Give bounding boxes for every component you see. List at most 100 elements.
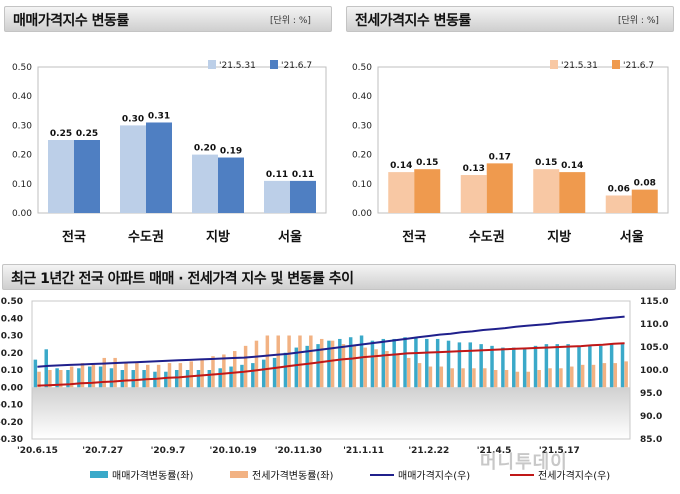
trend-jeonse-rate-bar [265,335,270,388]
trend-yright-tick-label: 90.0 [640,412,662,422]
trend-sale-rate-bar [425,338,429,388]
trend-xtick-label: '20.10.19 [210,446,257,456]
trend-panel: 최근 1년간 전국 아파트 매매 · 전세가격 지수 및 변동률 추이 0.50… [0,262,680,494]
trend-jeonse-rate-bar [439,366,444,388]
sale-bar [120,125,146,213]
jeonse-ytick-label: 0.10 [352,180,372,190]
trend-yleft-tick-label: -0.20 [0,418,23,428]
jeonse-legend-label: '21.5.31 [561,61,598,71]
trend-sale-rate-bar [33,359,38,388]
trend-sale-rate-bar [66,370,70,388]
trend-sale-rate-bar [512,347,516,388]
trend-sale-rate-bar [109,368,114,388]
trend-jeonse-rate-bar [602,363,607,388]
trend-jeonse-rate-bar [309,335,313,388]
trend-sale-rate-bar [87,366,92,388]
trend-jeonse-rate-bar [374,349,378,388]
trend-xtick-label: '20.9.7 [151,446,186,456]
trend-sale-rate-bar [468,342,473,388]
trend-sale-rate-bar [599,345,603,388]
sale-value-label: 0.19 [220,147,242,157]
trend-jeonse-rate-bar [406,357,411,388]
trend-jeonse-rate-bar [472,368,476,388]
trend-jeonse-rate-bar [385,351,389,388]
trend-sale-rate-bar [164,371,168,388]
trend-sale-rate-bar [414,337,418,388]
trend-sale-rate-bar [370,340,375,388]
legend-label-sale-rate: 매매가격변동률(좌) [112,471,194,482]
trend-panel-title: 최근 1년간 전국 아파트 매매 · 전세가격 지수 및 변동률 추이 [11,271,354,287]
sale-legend-label: '21.6.7 [281,61,312,71]
watermark-logo: 머니투데이 [480,452,568,473]
jeonse-category-label: 전국 [402,229,426,245]
trend-jeonse-rate-bar [146,364,150,388]
trend-jeonse-rate-bar [559,368,563,388]
trend-jeonse-rate-bar [363,347,367,388]
trend-yright-tick-label: 85.0 [640,435,662,445]
jeonse-legend-swatch [612,60,620,69]
trend-yleft-tick-label: 0.30 [1,332,23,342]
legend-swatch-sale-rate [90,471,108,478]
trend-jeonse-rate-bar [91,364,96,388]
jeonse-ytick-label: 0.00 [352,209,372,219]
jeonse-panel-title-bar: 전세가격지수 변동률 [346,6,674,32]
trend-sale-rate-bar [435,338,440,388]
trend-sale-rate-bar [240,364,244,388]
trend-sale-rate-bar [283,352,288,388]
trend-jeonse-rate-bar [515,371,520,388]
trend-sale-rate-bar [544,344,549,388]
sale-ytick-label: 0.30 [12,121,32,131]
trend-jeonse-rate-bar [59,370,63,388]
jeonse-category-label: 서울 [620,229,644,245]
trend-jeonse-rate-bar [156,364,161,388]
jeonse-bar-chart: 0.00 0.10 0.20 0.30 0.40 0.50 0.14 0.15 전국 0.13 0.… [352,60,669,245]
jeonse-bar [605,195,632,213]
trend-yleft-tick-label: 0.00 [1,383,23,393]
sale-value-label: 0.31 [148,111,170,121]
trend-sale-rate-bar [522,347,527,388]
trend-xtick-label: '21.4.5 [477,446,512,456]
trend-yleft-tick-label: 0.20 [1,349,23,359]
jeonse-legend-label: '21.6.7 [623,61,654,71]
trend-legend: 매매가격변동률(좌) 전세가격변동률(좌) 매매가격지수(우) 전세가격지수(우… [90,467,650,487]
legend-line-jeonse-index [510,473,534,476]
trend-jeonse-rate-bar [80,363,85,388]
trend-xtick-label: '20.6.15 [17,446,58,456]
legend-label-jeonse-index: 전세가격지수(우) [538,471,611,482]
legend-label-sale-index: 매매가격지수(우) [398,471,471,482]
legend-swatch-jeonse-rate [230,471,248,478]
trend-jeonse-rate-bar [232,351,237,388]
trend-jeonse-rate-bar [570,366,574,388]
jeonse-panel-title: 전세가격지수 변동률 [355,13,471,29]
sale-unit-label: [단위 : %] [270,16,311,26]
jeonse-ytick-label: 0.20 [352,151,372,161]
trend-plot-lower [32,387,630,439]
sale-bar-chart: 0.00 0.10 0.20 0.30 0.40 0.50 0.25 0.25 전국 0.30 0.… [12,60,327,245]
jeonse-ytick-label: 0.40 [352,92,372,102]
trend-jeonse-rate-bar [287,335,291,388]
trend-yright-tick-label: 115.0 [640,297,668,307]
trend-sale-rate-bar [251,363,255,388]
trend-plot-frame [31,300,631,440]
trend-jeonse-rate-bar [135,363,139,388]
trend-jeonse-rate-bar [352,345,357,388]
jeonse-value-label: 0.13 [463,164,485,174]
legend-item-sale-index: 매매가격지수(우) [370,467,470,482]
trend-jeonse-rate-bar [298,335,302,388]
trend-sale-rate-bar [327,340,331,388]
trend-yleft-tick-label: -0.30 [0,435,23,445]
trend-jeonse-rate-bar [276,335,280,388]
sale-value-label: 0.11 [292,170,314,180]
sale-bar [74,140,100,213]
trend-yright-tick-label: 105.0 [640,343,668,353]
trend-yright-tick-label: 100.0 [640,366,668,376]
trend-jeonse-rate-bar [341,344,346,388]
jeonse-bar [414,169,441,213]
trend-sale-rate-bar [392,338,396,388]
trend-jeonse-rate-bar [483,368,487,388]
trend-yleft-tick-label: 0.10 [1,366,23,376]
trend-jeonse-rate-bar [254,340,259,388]
jeonse-value-label: 0.08 [634,179,656,189]
jeonse-value-label: 0.17 [489,152,511,162]
trend-sale-rate-bar [381,338,386,388]
